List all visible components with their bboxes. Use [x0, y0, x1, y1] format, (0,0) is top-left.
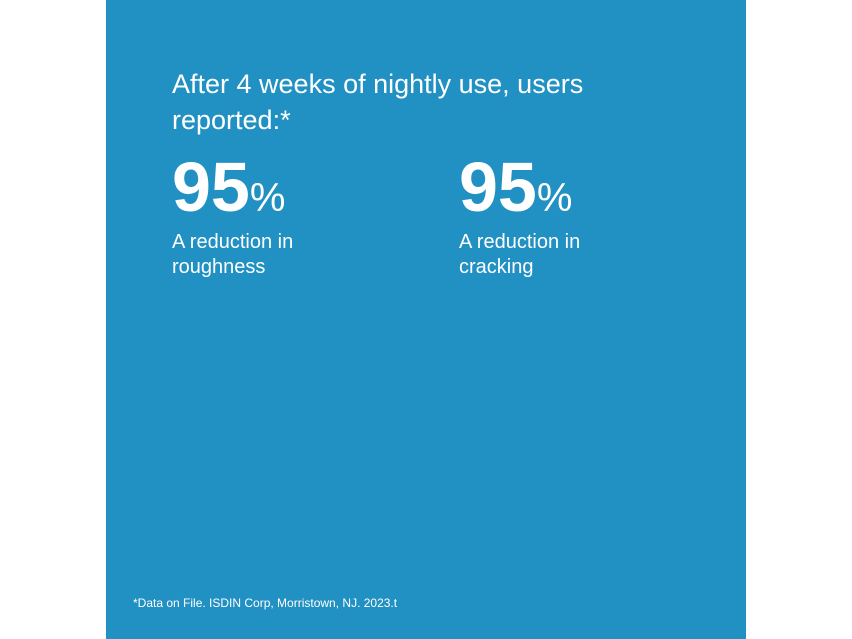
stat-figure: 95% [172, 152, 392, 222]
stat-label: A reduction in roughness [172, 231, 294, 278]
stat-figure: 95% [459, 152, 679, 222]
stat-label: A reduction in cracking [459, 231, 581, 278]
stat-value: 95 [172, 148, 250, 226]
stat: 95% A reduction in roughness [172, 152, 392, 280]
stat: 95% A reduction in cracking [459, 152, 679, 280]
panel: After 4 weeks of nightly use, users repo… [106, 0, 746, 639]
stat-unit: % [249, 176, 286, 220]
headline: After 4 weeks of nightly use, users repo… [172, 69, 584, 135]
stat-unit: % [536, 176, 573, 220]
stat-value: 95 [459, 148, 537, 226]
footnote: *Data on File. ISDIN Corp, Morristown, N… [133, 596, 398, 610]
